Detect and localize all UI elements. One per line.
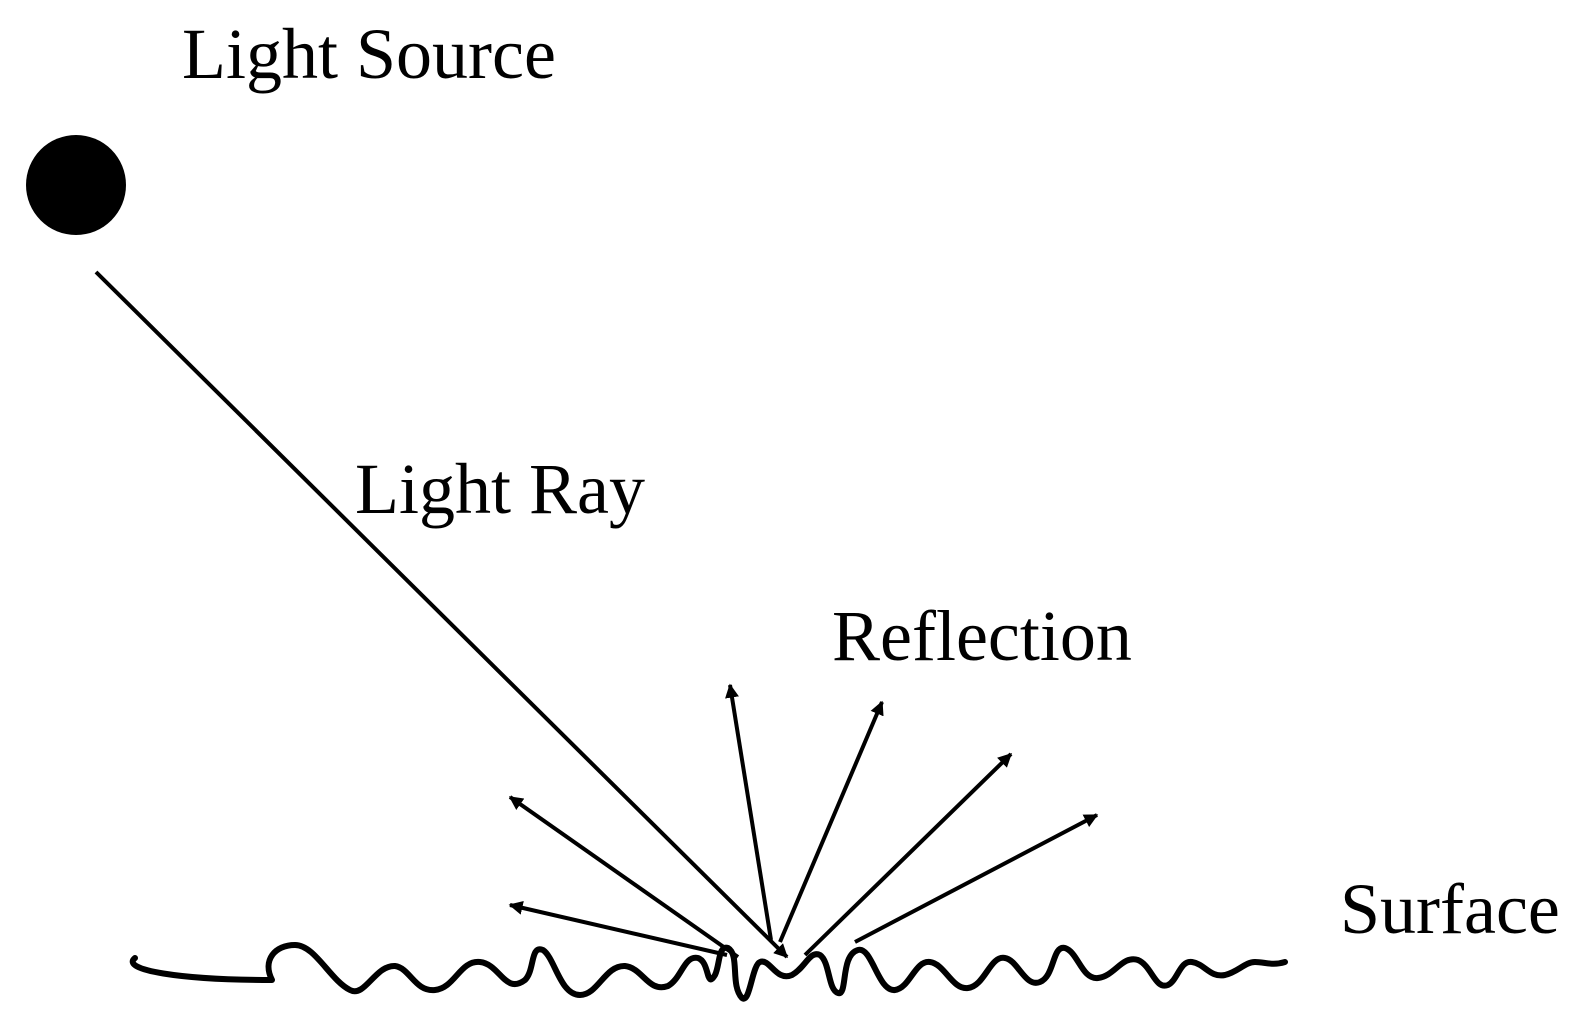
incident-light-ray (94, 270, 789, 959)
light-source-label: Light Source (182, 14, 556, 94)
reflected-ray (508, 901, 728, 957)
reflected-ray (508, 795, 740, 959)
reflected-ray (854, 813, 1099, 944)
rough-surface (129, 942, 1288, 1002)
reflection-label: Reflection (832, 596, 1132, 676)
reflected-rays (508, 683, 1099, 959)
surface-label: Surface (1340, 869, 1560, 949)
light-ray-label: Light Ray (355, 449, 645, 529)
reflected-ray (778, 700, 884, 943)
reflected-ray (725, 683, 773, 941)
reflected-ray (803, 752, 1013, 957)
light-source-dot (26, 135, 126, 235)
